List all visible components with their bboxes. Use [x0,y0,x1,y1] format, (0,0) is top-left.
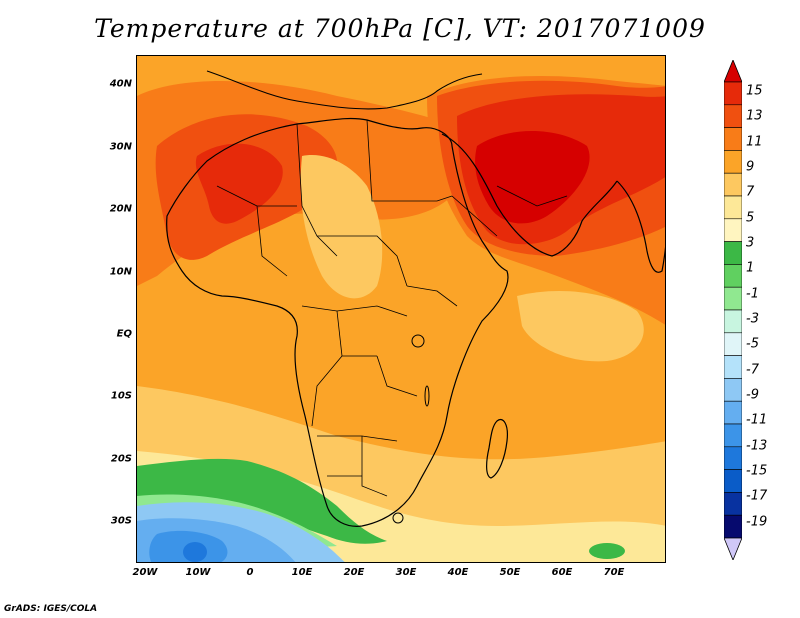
colorbar-label: 1 [746,260,755,276]
colorbar-label: -19 [746,514,768,530]
africa-coastline [166,117,509,527]
colorbar-swatch [724,218,742,242]
map-panel [136,55,666,563]
lon-label-60e: 60E [551,567,573,578]
lat-label-eq: EQ [116,328,132,340]
temperature-map [137,56,665,562]
colorbar-label: 13 [746,108,763,124]
lon-label-40e: 40E [447,567,469,578]
field-central-light [300,155,383,299]
colorbar-label: 7 [746,184,755,200]
colorbar-swatch [724,355,742,379]
colorbar-label: -11 [746,412,768,428]
colorbar-label: 5 [746,210,755,226]
colorbar-swatch [724,423,742,448]
colorbar-swatch [724,400,742,425]
lat-label-10s: 10S [110,390,132,402]
lon-label-30e: 30E [395,567,417,578]
colorbar-label: 9 [746,159,755,175]
chart-title: Temperature at 700hPa [C], VT: 201707100… [94,14,706,43]
colorbar-label: -15 [746,463,768,479]
colorbar-swatch [724,172,742,197]
colorbar-label: -13 [746,438,768,454]
lon-label-0: 0 [246,567,254,578]
colorbar-swatch [724,104,742,128]
colorbar-label: 3 [746,235,755,251]
colorbar-bottom-cap [724,537,742,560]
lat-label-30n: 30N [109,141,132,153]
field-arabian-sea-light [517,291,644,362]
colorbar-swatch [724,446,742,470]
colorbar-label: -3 [746,311,759,327]
colorbar-swatch [724,264,742,288]
colorbar-swatch [724,150,742,174]
colorbar-label: 15 [746,83,763,99]
colorbar-label: -7 [746,362,759,378]
colorbar-label: -5 [746,336,759,352]
colorbar-swatch [724,81,742,106]
country-borders [216,119,568,497]
lat-label-10n: 10N [109,266,132,278]
lake-malawi [424,385,430,407]
colorbar-swatch [724,241,742,265]
colorbar-swatch [724,492,742,516]
india-coastline [616,180,665,273]
colorbar-top-cap [724,60,742,83]
field-green-patch [589,543,625,559]
madagascar-outline [486,419,508,479]
lat-label-40n: 40N [109,78,132,90]
lon-label-70e: 70E [603,567,625,578]
colorbar-label: -1 [746,286,759,302]
colorbar-swatch [724,195,742,220]
field-cold-spot [183,542,207,562]
colorbar-swatch [724,309,742,334]
grads-credit: GrADS: IGES/COLA [4,604,98,614]
colorbar-swatch [724,514,742,539]
colorbar-label: -17 [746,488,768,504]
colorbar-label: 11 [746,134,763,150]
field-arabia-core [475,131,590,224]
arabia-coastline [441,133,618,257]
lake-victoria [411,334,425,348]
lat-label-20s: 20S [110,453,132,465]
field-green-band [137,458,387,544]
lon-label-20w: 20W [132,567,158,578]
lat-label-30s: 30S [110,515,132,527]
colorbar-swatch [724,332,742,356]
lat-label-20n: 20N [109,203,132,215]
lon-label-20e: 20E [343,567,365,578]
lon-label-10e: 10E [291,567,313,578]
colorbar-swatch [724,286,742,311]
colorbar-swatch [724,378,742,402]
field-sahara-hottest [195,143,283,224]
colorbar-swatch [724,127,742,151]
mediterranean-coastline [206,70,483,110]
lesotho [392,512,404,524]
colorbar-label: -9 [746,387,759,403]
lon-label-10w: 10W [185,567,211,578]
colorbar-swatch [724,469,742,493]
lon-label-50e: 50E [499,567,521,578]
colorbar [724,60,742,560]
